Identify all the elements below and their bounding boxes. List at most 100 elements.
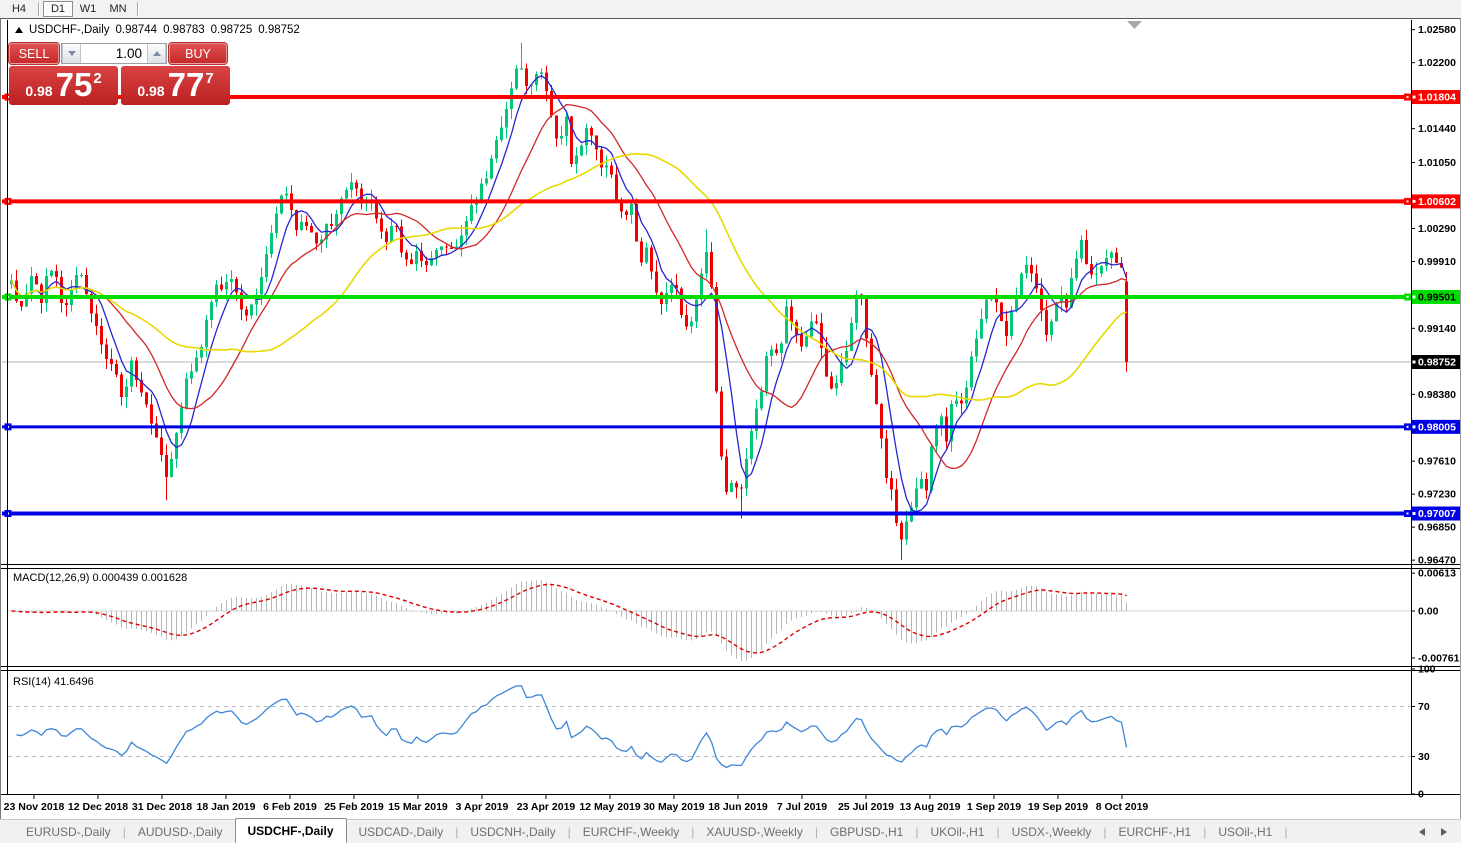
svg-text:0.97007: 0.97007 bbox=[1418, 508, 1456, 520]
tab-separator: | bbox=[691, 824, 695, 839]
svg-text:3 Apr 2019: 3 Apr 2019 bbox=[456, 801, 509, 813]
rsi-label: RSI(14) 41.6496 bbox=[13, 676, 94, 688]
price-badge-0.98005 bbox=[1412, 419, 1460, 434]
price-badge-1.00602 bbox=[1412, 194, 1460, 209]
chart-window: 1.02580 1.02200 1.01440 1.01050 1.00290 0.999… bbox=[0, 18, 1461, 819]
tab-usoil-h1[interactable]: USOil-,H1 bbox=[1218, 824, 1273, 839]
rsi-panel bbox=[8, 685, 1411, 769]
rsi-line bbox=[16, 685, 1128, 769]
volume-increase-button[interactable] bbox=[147, 44, 166, 63]
sell-button[interactable]: SELL bbox=[8, 42, 60, 65]
svg-text:1.00602: 1.00602 bbox=[1418, 196, 1456, 208]
svg-text:0.99140: 0.99140 bbox=[1418, 323, 1456, 335]
svg-text:1.01440: 1.01440 bbox=[1418, 123, 1456, 135]
svg-text:25 Feb 2019: 25 Feb 2019 bbox=[324, 801, 384, 813]
sell-price-big: 75 bbox=[55, 66, 93, 103]
tabs-scroll-right-button[interactable] bbox=[1441, 828, 1447, 836]
svg-text:0.96470: 0.96470 bbox=[1418, 555, 1456, 567]
tab-separator: | bbox=[567, 824, 571, 839]
svg-text:30 May 2019: 30 May 2019 bbox=[643, 801, 704, 813]
svg-text:18 Jun 2019: 18 Jun 2019 bbox=[708, 801, 768, 813]
buy-price-button[interactable]: 0.98 77 7 bbox=[121, 66, 230, 105]
svg-text:19 Sep 2019: 19 Sep 2019 bbox=[1028, 801, 1088, 813]
svg-text:MACD(12,26,9) 0.000439 0.00162: MACD(12,26,9) 0.000439 0.001628 bbox=[13, 572, 187, 584]
tab-separator: | bbox=[1284, 824, 1288, 839]
sell-price-button[interactable]: 0.98 75 2 bbox=[9, 66, 118, 105]
svg-text:31 Dec 2018: 31 Dec 2018 bbox=[132, 801, 192, 813]
tab-separator: | bbox=[996, 824, 1000, 839]
volume-input[interactable] bbox=[81, 44, 147, 63]
tab-separator: | bbox=[122, 824, 126, 839]
chart-tab-bar: EURUSD-,Daily | AUDUSD-,Daily USDCHF-,Daily… bbox=[0, 818, 1461, 843]
svg-text:18 Jan 2019: 18 Jan 2019 bbox=[197, 801, 256, 813]
price-axis: 1.02580 1.02200 1.01440 1.01050 1.00290 0.999… bbox=[1411, 24, 1460, 801]
svg-text:0.96850: 0.96850 bbox=[1418, 522, 1456, 534]
one-click-trading-widget: SELL BUY 0.98 75 2 0.98 77 7 bbox=[8, 42, 230, 105]
tab-usdchf-daily[interactable]: USDCHF-,Daily bbox=[234, 818, 347, 843]
toolbar-divider bbox=[137, 2, 138, 16]
tab-gbpusd-h1[interactable]: GBPUSD-,H1 bbox=[829, 824, 904, 839]
svg-text:0.98752: 0.98752 bbox=[1418, 357, 1456, 369]
tab-usdx-weekly[interactable]: USDX-,Weekly bbox=[1011, 824, 1092, 839]
buy-price-pip: 7 bbox=[205, 70, 214, 87]
svg-text:-0.00761: -0.00761 bbox=[1418, 652, 1460, 664]
triangle-up-icon bbox=[152, 51, 161, 56]
buy-button[interactable]: BUY bbox=[168, 42, 228, 65]
svg-text:15 Mar 2019: 15 Mar 2019 bbox=[388, 801, 448, 813]
svg-text:1.00290: 1.00290 bbox=[1418, 223, 1456, 235]
ohlc-high: 0.98783 bbox=[163, 24, 205, 36]
moving-average-6 bbox=[10, 74, 1128, 513]
svg-text:0.97230: 0.97230 bbox=[1418, 489, 1456, 501]
svg-text:100: 100 bbox=[1418, 664, 1436, 676]
tab-ukoil-h1[interactable]: UKOil-,H1 bbox=[930, 824, 985, 839]
tab-separator: | bbox=[1103, 824, 1107, 839]
svg-text:70: 70 bbox=[1418, 701, 1430, 713]
price-badge-0.97007 bbox=[1412, 506, 1460, 521]
tab-usdcnh-daily[interactable]: USDCNH-,Daily bbox=[470, 824, 556, 839]
sell-price-prefix: 0.98 bbox=[25, 83, 53, 99]
moving-average-16 bbox=[10, 104, 1127, 469]
tab-eurusd-daily[interactable]: EURUSD-,Daily bbox=[26, 824, 111, 839]
svg-text:13 Aug 2019: 13 Aug 2019 bbox=[900, 801, 961, 813]
chart-shift-marker bbox=[1127, 21, 1142, 29]
tab-xauusd-weekly[interactable]: XAUUSD-,Weekly bbox=[706, 824, 803, 839]
volume-decrease-button[interactable] bbox=[62, 44, 81, 63]
tab-scroll-arrows bbox=[1419, 820, 1447, 843]
timeframe-d1-button[interactable]: D1 bbox=[43, 1, 73, 17]
ohlc-low: 0.98725 bbox=[210, 24, 253, 36]
timeframe-mn-button[interactable]: MN bbox=[103, 1, 133, 17]
price-chart-canvas[interactable]: 1.02580 1.02200 1.01440 1.01050 1.00290 0.999… bbox=[1, 19, 1460, 819]
macd-panel bbox=[8, 580, 1411, 662]
svg-text:0.98005: 0.98005 bbox=[1418, 421, 1456, 433]
price-badge-1.01804 bbox=[1412, 90, 1460, 105]
tabs-scroll-left-button[interactable] bbox=[1419, 828, 1425, 836]
sell-price-pip: 2 bbox=[93, 70, 102, 87]
chart-symbol-label: USDCHF-,Daily bbox=[29, 24, 110, 36]
svg-text:1.02200: 1.02200 bbox=[1418, 57, 1456, 69]
svg-text:1.01050: 1.01050 bbox=[1418, 157, 1456, 169]
svg-text:30: 30 bbox=[1418, 751, 1430, 763]
collapse-triangle-icon[interactable] bbox=[15, 27, 23, 33]
ohlc-open: 0.98744 bbox=[115, 24, 158, 36]
svg-text:6 Feb 2019: 6 Feb 2019 bbox=[263, 801, 317, 813]
tab-separator: | bbox=[814, 824, 818, 839]
svg-text:0.99910: 0.99910 bbox=[1418, 256, 1456, 268]
buy-price-big: 77 bbox=[167, 66, 205, 103]
svg-text:RSI(14) 41.6496: RSI(14) 41.6496 bbox=[13, 676, 94, 688]
svg-text:8 Oct 2019: 8 Oct 2019 bbox=[1096, 801, 1149, 813]
svg-text:12 May 2019: 12 May 2019 bbox=[579, 801, 640, 813]
chart-header: USDCHF-,Daily 0.98744 0.98783 0.98725 0.… bbox=[15, 23, 306, 37]
svg-text:12 Dec 2018: 12 Dec 2018 bbox=[68, 801, 128, 813]
svg-text:0.00: 0.00 bbox=[1418, 606, 1439, 618]
timeframe-w1-button[interactable]: W1 bbox=[73, 1, 103, 17]
tab-separator: | bbox=[1203, 824, 1207, 839]
tab-audusd-daily[interactable]: AUDUSD-,Daily bbox=[137, 824, 223, 839]
timeframe-h4-button[interactable]: H4 bbox=[4, 1, 34, 17]
svg-text:0: 0 bbox=[1418, 789, 1424, 801]
tab-usdcad-daily[interactable]: USDCAD-,Daily bbox=[358, 824, 444, 839]
svg-text:0.97610: 0.97610 bbox=[1418, 456, 1456, 468]
tab-eurchf-h1[interactable]: EURCHF-,H1 bbox=[1118, 824, 1192, 839]
tab-eurchf-weekly[interactable]: EURCHF-,Weekly bbox=[582, 824, 680, 839]
svg-text:0.00613: 0.00613 bbox=[1418, 568, 1456, 580]
svg-text:0.98380: 0.98380 bbox=[1418, 389, 1456, 401]
